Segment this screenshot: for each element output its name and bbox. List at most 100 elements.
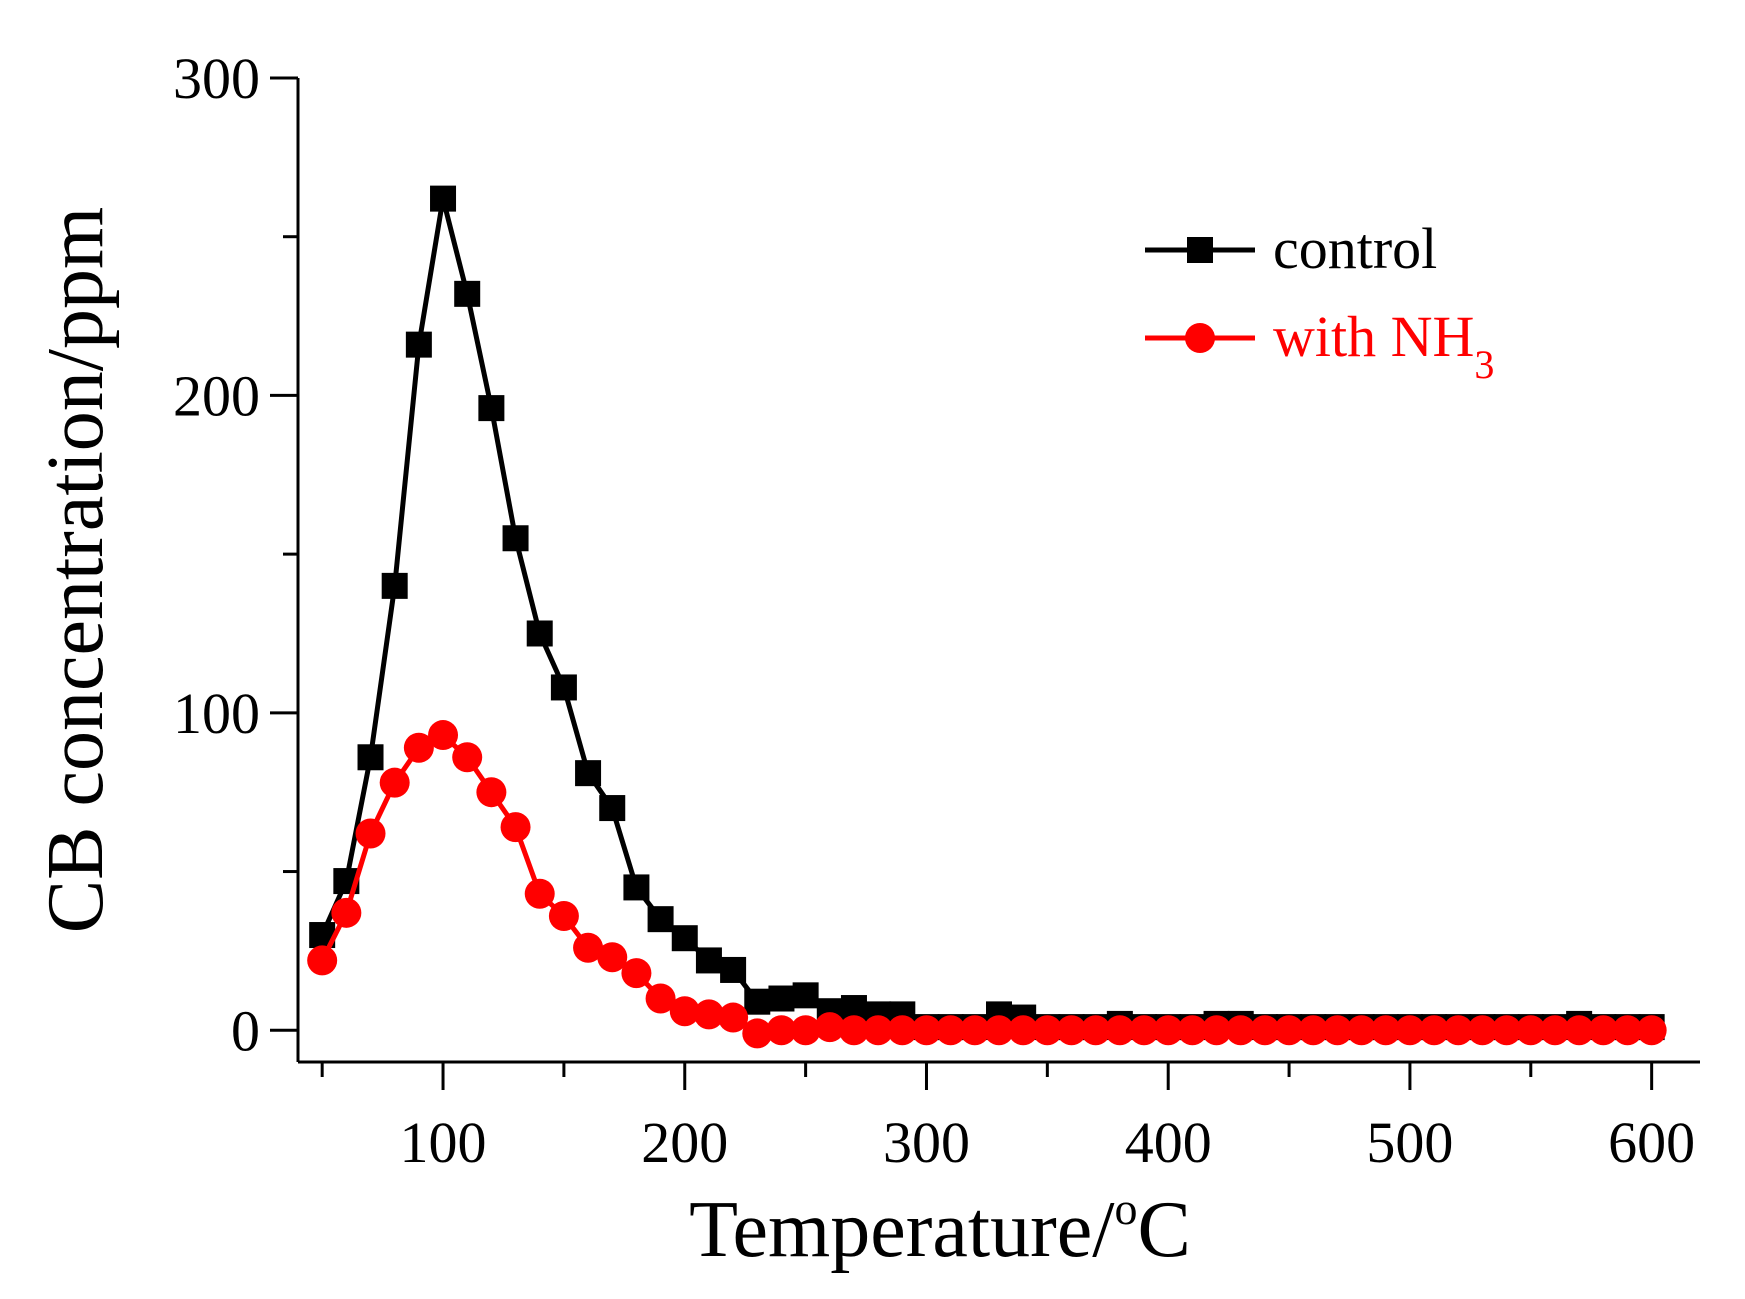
series-control-point (792, 982, 819, 1009)
series-nh3-point (935, 1015, 966, 1046)
x-tick-label: 300 (883, 1110, 970, 1175)
series-nh3-point (597, 942, 628, 973)
series-nh3-point (379, 767, 410, 798)
series-control-point (502, 525, 529, 552)
y-tick-label: 100 (173, 681, 260, 746)
series-nh3-point (838, 1015, 869, 1046)
series-nh3-point (887, 1015, 918, 1046)
series-nh3-point (1515, 1015, 1546, 1046)
series-nh3-point (1370, 1015, 1401, 1046)
y-ticks: 0 100 200 300 (173, 46, 298, 1063)
series-nh3-point (1467, 1015, 1498, 1046)
x-tick-label: 500 (1366, 1110, 1453, 1175)
series-control-point (671, 925, 698, 952)
series-control-point (744, 988, 771, 1015)
legend-nh3-label-main: with NH (1273, 304, 1474, 369)
series-control-point (478, 395, 505, 422)
series-nh3-point (500, 812, 531, 843)
series-nh3-point (693, 999, 724, 1030)
series-nh3-point (1274, 1015, 1305, 1046)
series-nh3-point (1056, 1015, 1087, 1046)
legend-control-label: control (1273, 216, 1437, 281)
y-tick-label: 200 (173, 363, 260, 428)
series-nh3-point (959, 1015, 990, 1046)
series-nh3-point (984, 1015, 1014, 1046)
series-nh3-point (1539, 1015, 1570, 1046)
series-nh3-point (1419, 1015, 1450, 1046)
series-control-point (720, 956, 747, 983)
y-tick-label: 0 (231, 998, 260, 1063)
series-nh3-point (1298, 1015, 1329, 1046)
series-nh3-point (403, 732, 434, 763)
legend-control-marker (1187, 237, 1213, 263)
series-nh3-point (1322, 1015, 1353, 1046)
series-control-point (550, 674, 577, 701)
series-nh3-point (428, 720, 459, 751)
series-nh3-point (621, 958, 652, 989)
series-control-point (575, 760, 602, 787)
series-control-point (599, 795, 626, 822)
series-nh3-point (1225, 1015, 1256, 1046)
series-control-point (695, 947, 722, 974)
legend-nh3-label: with NH3 (1273, 304, 1494, 387)
series-nh3-point (476, 777, 507, 808)
series-nh3-point (1032, 1015, 1063, 1046)
series-nh3-point (1443, 1015, 1474, 1046)
series-nh3-point (863, 1015, 894, 1046)
series-nh3-point (742, 1018, 773, 1049)
x-axis-title-tail: C (1137, 1186, 1190, 1274)
series-control-point (526, 620, 553, 647)
series-control-point (381, 572, 408, 599)
series-control-point (357, 744, 384, 771)
series-control-point (768, 985, 795, 1012)
y-axis-title: CB concentration/ppm (32, 207, 120, 934)
legend: control with NH3 (1145, 216, 1494, 387)
series-nh3-point (1612, 1015, 1643, 1046)
series-control-point (454, 280, 481, 307)
series-nh3-point (524, 878, 555, 909)
series-nh3-point (766, 1015, 797, 1046)
series-nh3-point (548, 900, 579, 931)
series-control-point (405, 331, 432, 358)
series-nh3-point (790, 1015, 821, 1046)
x-tick-label: 100 (400, 1110, 487, 1175)
axes (296, 78, 1700, 1064)
series-nh3-point (307, 945, 338, 976)
series-nh3-point (814, 1012, 845, 1043)
series-nh3-point (331, 897, 362, 928)
series-nh3-point (1008, 1015, 1039, 1046)
x-axis-title-main: Temperature/ (689, 1186, 1115, 1274)
x-axis-title: Temperature/oC (689, 1183, 1191, 1274)
series-nh3-point (1177, 1015, 1208, 1046)
series-nh3-point (1394, 1015, 1425, 1046)
series-nh3-point (1249, 1015, 1280, 1046)
series-control-point (623, 874, 650, 901)
series-nh3-point (1564, 1015, 1595, 1046)
series-nh3-point (911, 1015, 942, 1046)
x-tick-label: 400 (1125, 1110, 1212, 1175)
series-control-point (647, 906, 674, 933)
series-nh3-point (1129, 1015, 1160, 1046)
series-nh3-point (1588, 1015, 1619, 1046)
series-nh3-point (355, 818, 386, 849)
x-ticks: 100 200 300 400 500 600 (320, 1062, 1695, 1175)
series-nh3-point (1636, 1015, 1667, 1046)
series-nh3-point (1080, 1015, 1111, 1046)
series-nh3-point (573, 932, 604, 963)
x-tick-label: 200 (641, 1110, 728, 1175)
x-axis-title-sup: o (1114, 1183, 1137, 1234)
series-nh3-point (645, 983, 676, 1014)
series-nh3-point (1346, 1015, 1377, 1046)
series-control-point (430, 185, 457, 212)
series-nh3-point (1153, 1015, 1184, 1046)
series-layer (307, 185, 1667, 1049)
series-nh3-point (718, 1002, 749, 1033)
series-nh3-point (669, 996, 700, 1027)
series-nh3-point (1201, 1015, 1232, 1046)
y-tick-label: 300 (173, 46, 260, 111)
x-tick-label: 600 (1608, 1110, 1695, 1175)
series-nh3-point (452, 742, 483, 773)
series-nh3-line (319, 732, 1652, 1036)
legend-nh3-label-sub: 3 (1474, 342, 1494, 387)
